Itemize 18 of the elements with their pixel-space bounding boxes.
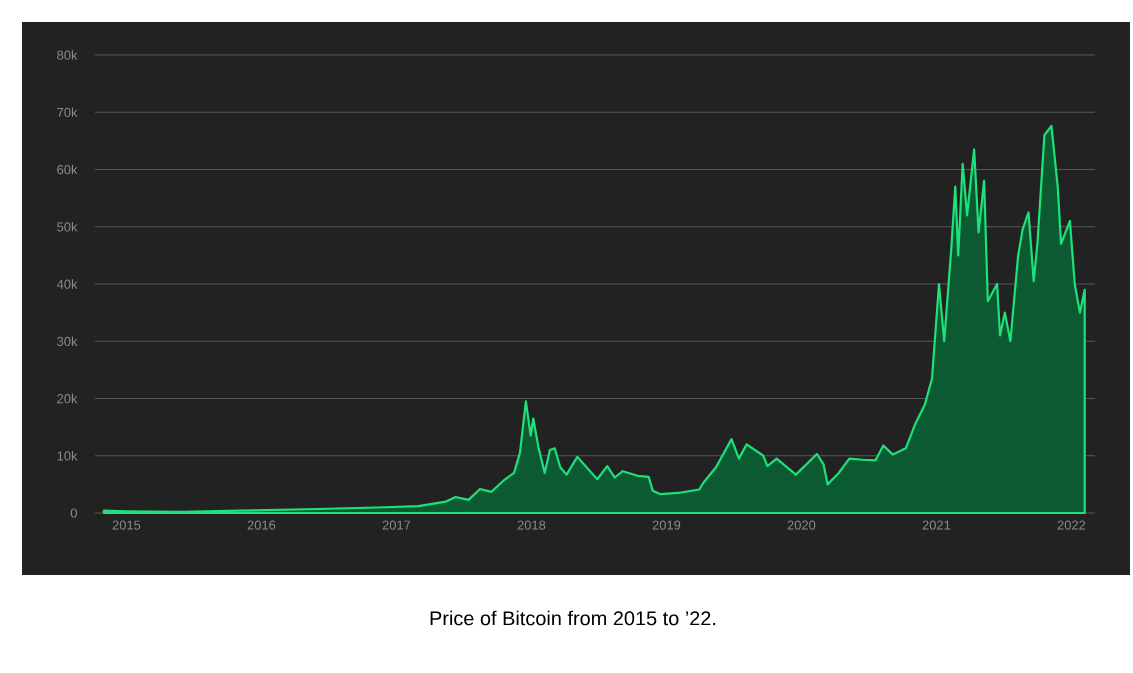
y-tick-label: 20k (57, 393, 78, 404)
y-tick-label: 80k (57, 50, 78, 60)
text: Price of Bitcoin from 2015 to ’22. (430, 610, 716, 626)
y-tick-label: 50k (57, 221, 78, 232)
y-tick-label: 30k (57, 336, 78, 346)
x-tick-label: 2019 (652, 520, 681, 530)
x-tick-label: 2015 (112, 520, 141, 530)
x-tick-label: 2020 (787, 520, 816, 530)
x-tick-label: 2017 (382, 520, 411, 530)
x-tick-label: 2022 (1057, 520, 1086, 530)
y-tick-label: 40k (56, 279, 78, 289)
x-tick-label: 2021 (922, 520, 951, 530)
y-tick-label: 0 (70, 508, 77, 518)
x-tick-label: 2016 (247, 520, 276, 530)
y-tick-label: 70k (57, 107, 78, 117)
y-tick-label: 60k (57, 164, 78, 175)
y-tick-label: 10k (57, 450, 78, 461)
x-tick-label: 2018 (517, 520, 546, 530)
